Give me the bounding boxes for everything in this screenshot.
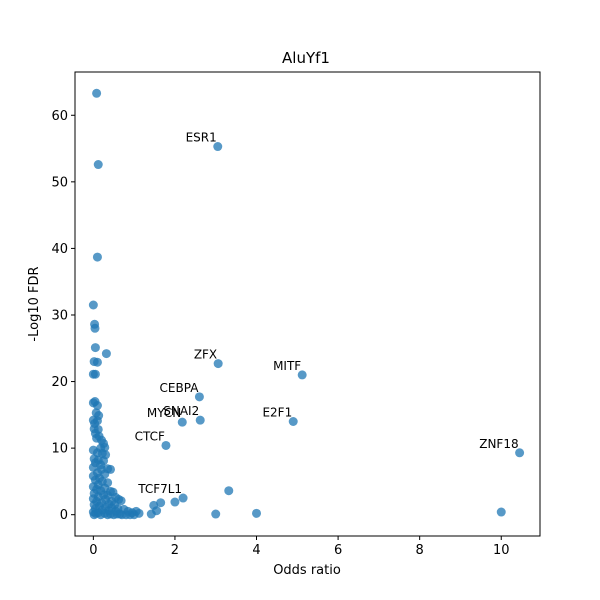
- data-point: [177, 417, 187, 427]
- x-tick-label: 8: [416, 543, 424, 558]
- plot-frame: [74, 71, 541, 537]
- data-point: [515, 448, 525, 458]
- data-point: [156, 498, 166, 508]
- y-tick-label: 40: [51, 242, 68, 257]
- data-point: [213, 359, 223, 369]
- data-point: [92, 416, 102, 426]
- annotation-e2f1: E2F1: [262, 405, 292, 419]
- data-point: [91, 508, 101, 518]
- data-point: [161, 440, 171, 450]
- y-tick-label: 20: [51, 375, 68, 390]
- data-points: [88, 88, 525, 520]
- annotation-mycn: MYCN: [147, 406, 181, 420]
- x-tick-label: 6: [334, 543, 342, 558]
- annotation-mitf: MITF: [273, 359, 301, 373]
- chart-title: AluYf1: [282, 49, 330, 67]
- annotation-snai2: SNAI2: [163, 404, 199, 418]
- y-tick-label: 50: [51, 175, 68, 190]
- annotation-esr1: ESR1: [186, 131, 217, 145]
- data-point: [170, 497, 180, 507]
- data-point: [90, 343, 100, 353]
- y-tick-label: 0: [60, 508, 68, 523]
- data-point: [178, 493, 188, 503]
- x-tick-label: 0: [89, 543, 97, 558]
- point-annotations: ESR1 ZFX MITF CEBPA SNAI2 E2F1 MYCN CTCF ZNF18 TC…: [135, 131, 519, 496]
- data-point: [224, 486, 234, 496]
- y-tick-label: 60: [51, 109, 68, 124]
- data-point: [195, 415, 205, 425]
- data-point: [93, 160, 103, 170]
- annotation-cebpa: CEBPA: [160, 381, 200, 395]
- data-point: [129, 510, 139, 520]
- x-tick-label: 10: [493, 543, 510, 558]
- data-point: [252, 508, 262, 518]
- data-point: [88, 300, 98, 310]
- data-point: [92, 357, 102, 367]
- annotation-tcf7l1: TCF7L1: [137, 482, 182, 496]
- data-point: [101, 349, 111, 359]
- data-point: [496, 507, 506, 517]
- x-tick-label: 2: [171, 543, 179, 558]
- annotation-znf18: ZNF18: [479, 437, 518, 451]
- data-point: [213, 142, 223, 152]
- data-point: [288, 416, 298, 426]
- data-point: [152, 506, 162, 516]
- data-point: [115, 509, 125, 519]
- annotation-ctcf: CTCF: [135, 429, 165, 443]
- data-point: [116, 496, 126, 506]
- data-point: [211, 509, 221, 519]
- y-tick-label: 10: [51, 442, 68, 457]
- annotation-zfx: ZFX: [194, 348, 217, 362]
- y-axis-ticks: 0 10 20 30 40 50 60: [51, 109, 75, 523]
- x-tick-label: 4: [252, 543, 260, 558]
- data-point: [92, 252, 102, 262]
- y-axis-label: -Log10 FDR: [27, 266, 42, 341]
- data-point: [92, 88, 102, 98]
- data-point: [297, 370, 307, 380]
- x-axis-ticks: 0 2 4 6 8 10: [89, 536, 510, 558]
- y-tick-label: 30: [51, 308, 68, 323]
- data-point: [194, 392, 204, 402]
- data-point: [92, 401, 102, 411]
- data-point: [90, 369, 100, 379]
- data-point: [90, 323, 100, 333]
- x-axis-label: Odds ratio: [273, 563, 341, 578]
